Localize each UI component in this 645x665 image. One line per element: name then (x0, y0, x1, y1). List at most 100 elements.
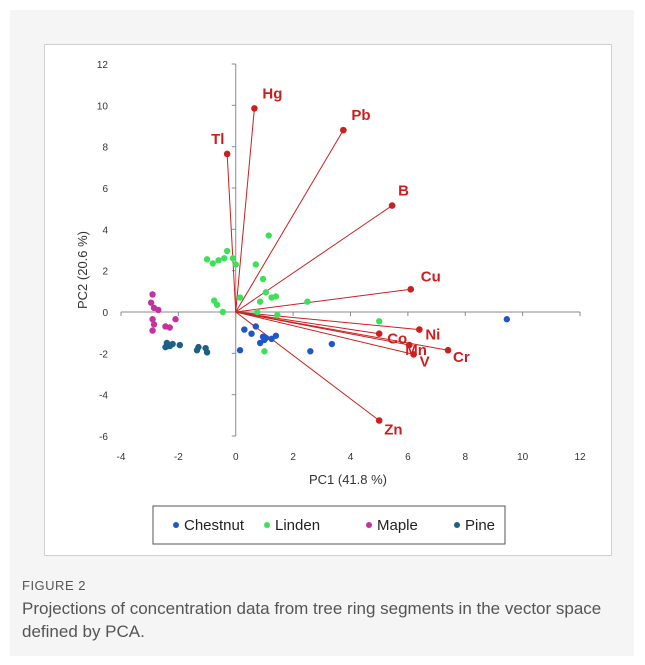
point-linden (223, 247, 231, 255)
point-pine (203, 349, 211, 356)
legend-marker-chestnut (173, 522, 179, 528)
point-linden (259, 275, 267, 283)
axis-labels: PC1 (41.8 %) PC2 (20.6 %) (75, 231, 387, 487)
y-tick-label: 8 (102, 143, 108, 154)
y-tick-label: 12 (97, 60, 109, 71)
loading-label-zn: Zn (384, 422, 402, 439)
legend: Chestnut Linden Maple Pine (152, 505, 506, 545)
point-maple (155, 306, 162, 314)
loading-vector-tl (226, 153, 237, 313)
loading-point-zn (375, 417, 383, 424)
legend-marker-linden (264, 522, 270, 528)
point-pine (162, 343, 169, 351)
point-linden (274, 311, 281, 319)
point-chestnut (503, 316, 511, 323)
loading-point-tl (223, 150, 231, 158)
y-tick-label: 6 (102, 184, 108, 195)
score-points (147, 232, 511, 356)
point-chestnut (252, 323, 260, 330)
point-linden (304, 298, 311, 305)
point-linden (236, 294, 244, 301)
y-tick-label: -6 (99, 432, 108, 443)
x-tick-label: 4 (348, 452, 354, 463)
x-tick-label: 8 (462, 452, 468, 463)
loading-label-ni: Ni (425, 327, 440, 344)
loading-point-cr (444, 346, 452, 354)
y-tick-label: 2 (102, 267, 108, 278)
point-linden (265, 232, 272, 239)
x-tick-label: 0 (233, 452, 239, 463)
point-pine (193, 347, 201, 354)
axes: -4 -2 0 2 4 6 8 10 12 -6 -4 -2 0 2 4 6 8 10 12 (97, 60, 586, 463)
point-chestnut (328, 340, 336, 348)
x-tick-label: -4 (117, 452, 126, 463)
point-chestnut (272, 332, 280, 339)
point-linden (261, 348, 268, 355)
x-tick-label: 2 (290, 452, 296, 463)
loading-label-b: B (398, 183, 409, 200)
loading-vector-v (235, 311, 414, 355)
loading-point-b (388, 202, 396, 209)
y-tick-label: 0 (102, 308, 108, 319)
legend-label-pine: Pine (465, 517, 495, 534)
point-maple (166, 324, 173, 331)
point-pine (176, 341, 184, 349)
loading-label-pb: Pb (351, 107, 370, 124)
point-linden (252, 261, 260, 268)
point-maple (147, 299, 155, 306)
x-tick-label: 6 (405, 452, 411, 463)
legend-label-maple: Maple (377, 517, 418, 534)
point-chestnut (307, 348, 314, 355)
point-linden (256, 298, 264, 305)
point-pine (169, 340, 176, 348)
point-maple (149, 316, 156, 323)
point-linden (203, 256, 211, 263)
loading-label-cr: Cr (453, 349, 470, 366)
point-maple (149, 291, 156, 298)
legend-box (152, 505, 506, 545)
loading-vector-cr (235, 311, 449, 351)
loading-vector-cu (235, 288, 411, 313)
point-chestnut (261, 336, 268, 344)
point-maple (172, 316, 179, 323)
y-tick-label: -4 (99, 391, 108, 402)
point-linden (215, 257, 222, 264)
point-linden (232, 261, 239, 268)
loading-vector-ni (235, 311, 420, 331)
loading-vector-hg (235, 108, 255, 313)
loading-vector-pb (235, 129, 344, 313)
point-chestnut (241, 326, 248, 333)
loading-label-hg: Hg (262, 85, 282, 102)
x-tick-label: 12 (574, 452, 586, 463)
point-linden (262, 289, 270, 296)
loading-vector-b (235, 205, 393, 313)
point-chestnut (248, 330, 255, 337)
point-maple (149, 327, 156, 334)
figure-label: FIGURE 2 (22, 578, 86, 593)
loading-point-hg (251, 105, 258, 112)
point-maple (150, 321, 158, 328)
legend-marker-maple (366, 522, 372, 528)
y-tick-label: 10 (97, 101, 109, 112)
loading-point-ni (416, 326, 423, 333)
point-linden (219, 308, 227, 316)
y-tick-label: 4 (102, 225, 108, 236)
loading-vector-zn (235, 311, 380, 421)
y-tick-label: -2 (99, 349, 108, 360)
x-tick-label: 10 (517, 452, 529, 463)
legend-label-linden: Linden (275, 517, 320, 534)
figure-caption: Projections of concentration data from t… (22, 599, 602, 641)
loading-point-pb (340, 126, 347, 134)
y-axis-label: PC2 (20.6 %) (75, 231, 90, 309)
point-linden (221, 255, 228, 262)
point-linden (375, 318, 383, 325)
point-linden (213, 301, 221, 308)
loading-label-tl: Tl (211, 131, 224, 148)
point-linden (209, 260, 216, 267)
legend-label-chestnut: Chestnut (184, 517, 245, 534)
loading-label-co: Co (387, 331, 407, 348)
point-linden (254, 308, 261, 316)
